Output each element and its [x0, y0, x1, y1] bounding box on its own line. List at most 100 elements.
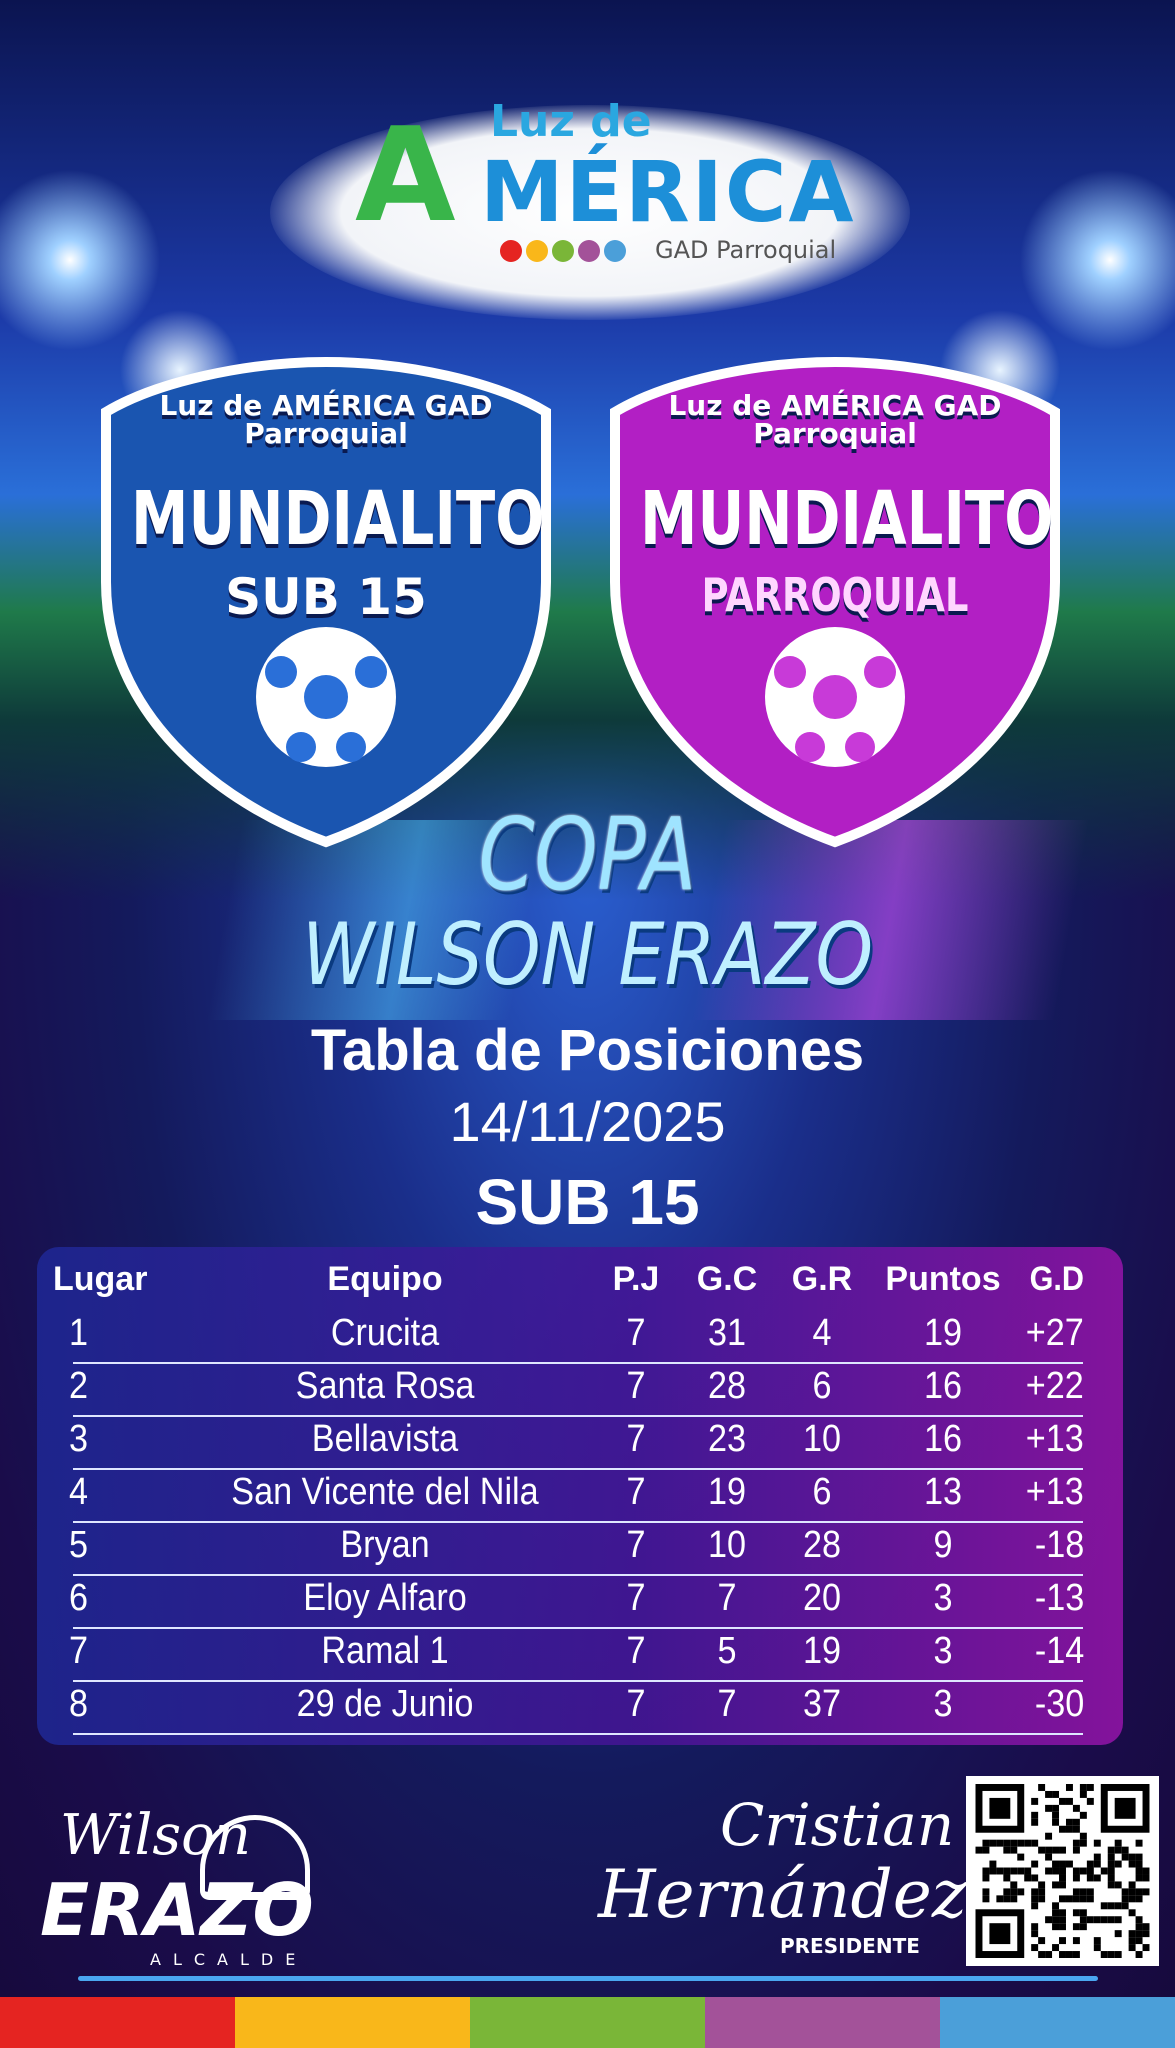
cell-gd: -14: [1034, 1630, 1085, 1672]
logo-name: ERAZO: [40, 1868, 314, 1952]
row-divider: [73, 1627, 1083, 1629]
logo-script: Wilson: [60, 1803, 251, 1868]
cell-gc: 19: [707, 1471, 747, 1513]
cell-lugar: 6: [69, 1577, 89, 1619]
header-equipo: Equipo: [327, 1260, 443, 1298]
cell-gc: 5: [717, 1630, 737, 1672]
row-divider: [73, 1362, 1083, 1364]
row-divider: [73, 1733, 1083, 1735]
badge-logo: Luz de AMÉRICA GAD Parroquial: [668, 389, 1002, 450]
cell-lugar: 5: [69, 1524, 89, 1566]
cell-gc: 23: [707, 1418, 747, 1460]
cell-gr: 20: [802, 1577, 842, 1619]
cell-gc: 7: [717, 1683, 737, 1725]
cell-pj: 7: [626, 1524, 646, 1566]
cell-gr: 37: [802, 1683, 842, 1725]
cell-pj: 7: [626, 1471, 646, 1513]
row-divider: [73, 1415, 1083, 1417]
cell-lugar: 3: [69, 1418, 89, 1460]
cell-lugar: 1: [69, 1312, 89, 1354]
header-gd: G.D: [1029, 1260, 1084, 1298]
cup-name: WILSON ERAZO: [301, 905, 874, 1005]
header-puntos: Puntos: [885, 1260, 1001, 1298]
cell-gc: 31: [707, 1312, 747, 1354]
cell-lugar: 4: [69, 1471, 89, 1513]
header-gc: G.C: [696, 1260, 758, 1298]
row-divider: [73, 1468, 1083, 1470]
color-stripes: [0, 1997, 1175, 2048]
cell-equipo: Santa Rosa: [295, 1365, 475, 1407]
badge-parroquial: Luz de AMÉRICA GAD Parroquial MUNDIALITO…: [585, 352, 1085, 852]
cell-gr: 6: [812, 1365, 832, 1407]
cell-puntos: 16: [923, 1365, 963, 1407]
cell-gd: -30: [1034, 1683, 1085, 1725]
standings-table: Lugar Equipo P.J G.C G.R Puntos G.D 1 Crucita 7 31…: [37, 1247, 1123, 1745]
category: SUB 15: [475, 1166, 700, 1238]
cell-gr: 28: [802, 1524, 842, 1566]
cell-gd: +27: [1025, 1312, 1084, 1354]
badge-title: MUNDIALITO: [131, 476, 545, 562]
cell-puntos: 3: [933, 1683, 953, 1725]
badge-logo: Luz de AMÉRICA GAD Parroquial: [159, 389, 493, 450]
light-streaks: [0, 820, 1175, 1020]
header-lugar: Lugar: [53, 1260, 148, 1298]
qr-code-icon: [975, 1784, 1150, 1958]
cell-gd: +13: [1025, 1471, 1084, 1513]
row-divider: [73, 1680, 1083, 1682]
cell-gd: +22: [1025, 1365, 1084, 1407]
cell-gc: 10: [707, 1524, 747, 1566]
logo-line2: MÉRICA: [480, 143, 856, 241]
qr-code[interactable]: [966, 1776, 1159, 1966]
cell-equipo: San Vicente del Nila: [231, 1471, 539, 1513]
cell-gc: 7: [717, 1577, 737, 1619]
header-pj: P.J: [612, 1260, 660, 1298]
cell-gd: -18: [1034, 1524, 1085, 1566]
cell-pj: 7: [626, 1365, 646, 1407]
cell-equipo: Eloy Alfaro: [303, 1577, 467, 1619]
cell-lugar: 2: [69, 1365, 89, 1407]
row-divider: [73, 1521, 1083, 1523]
logo-line1: Luz de: [490, 96, 652, 147]
badge-sub15: Luz de AMÉRICA GAD Parroquial MUNDIALITO…: [76, 352, 576, 852]
row-divider: [73, 1574, 1083, 1576]
cell-gr: 10: [802, 1418, 842, 1460]
logo-dots: [500, 240, 626, 262]
cell-pj: 7: [626, 1577, 646, 1619]
badge-subtitle: SUB 15: [225, 568, 427, 626]
cell-gd: +13: [1025, 1418, 1084, 1460]
cell-lugar: 8: [69, 1683, 89, 1725]
badge-title: MUNDIALITO: [640, 476, 1054, 562]
logo-subtitle: GAD Parroquial: [655, 236, 837, 264]
cup-label: COPA: [478, 796, 697, 913]
cell-pj: 7: [626, 1312, 646, 1354]
cell-gc: 28: [707, 1365, 747, 1407]
cell-pj: 7: [626, 1683, 646, 1725]
badge-subtitle: PARROQUIAL: [701, 568, 969, 622]
cell-lugar: 7: [69, 1630, 89, 1672]
cell-pj: 7: [626, 1630, 646, 1672]
cloud-shape: [270, 105, 910, 320]
logo-script2: Hernández: [598, 1856, 967, 1933]
cell-pj: 7: [626, 1418, 646, 1460]
helmet-icon: [200, 1815, 310, 1900]
cell-gr: 6: [812, 1471, 832, 1513]
logo-role: ALCALDE: [150, 1950, 308, 1969]
cell-equipo: Bellavista: [311, 1418, 459, 1460]
cell-equipo: 29 de Junio: [296, 1683, 474, 1725]
cell-puntos: 3: [933, 1577, 953, 1619]
cell-puntos: 19: [923, 1312, 963, 1354]
cell-puntos: 16: [923, 1418, 963, 1460]
table-date: 14/11/2025: [449, 1090, 726, 1153]
cell-puntos: 9: [933, 1524, 953, 1566]
cell-puntos: 13: [923, 1471, 963, 1513]
logo-script1: Cristian: [720, 1791, 955, 1859]
cell-equipo: Bryan: [340, 1524, 430, 1566]
cell-equipo: Crucita: [330, 1312, 440, 1354]
divider-line: [78, 1976, 1098, 1981]
cell-gr: 19: [802, 1630, 842, 1672]
cell-gr: 4: [812, 1312, 832, 1354]
logo-initial: A: [355, 99, 456, 251]
logo-role: PRESIDENTE: [780, 1934, 920, 1958]
table-title: Tabla de Posiciones: [310, 1018, 865, 1083]
cell-puntos: 3: [933, 1630, 953, 1672]
